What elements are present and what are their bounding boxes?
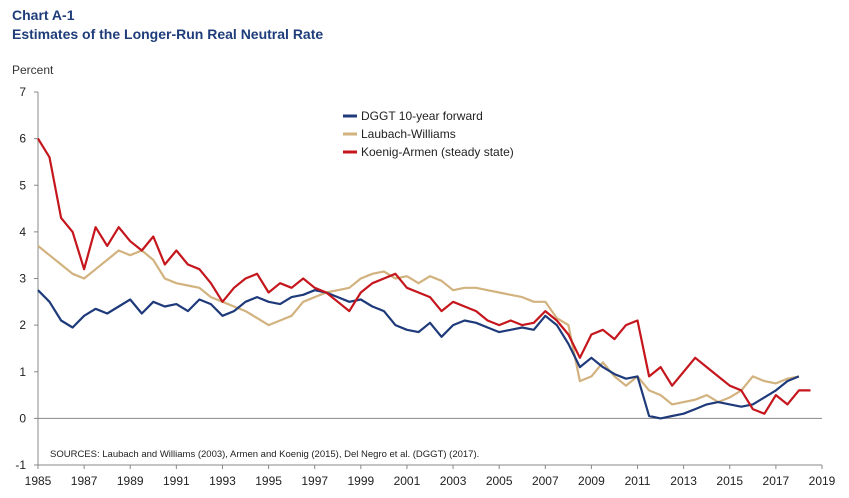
y-tick-label: 7 bbox=[19, 85, 26, 99]
series-line-2 bbox=[37, 138, 811, 415]
y-axis-unit-label: Percent bbox=[12, 63, 54, 77]
y-tick-label: 3 bbox=[19, 272, 26, 286]
x-tick-label: 1995 bbox=[255, 474, 282, 488]
x-tick-label: 2007 bbox=[532, 474, 559, 488]
x-tick-label: 2003 bbox=[440, 474, 467, 488]
legend: DGGT 10-year forward Laubach-Williams Koen… bbox=[343, 109, 514, 159]
y-tick-label: 5 bbox=[19, 178, 26, 192]
x-tick-label: 2001 bbox=[394, 474, 421, 488]
x-tick-label: 2019 bbox=[809, 474, 836, 488]
y-tick-label: -1 bbox=[15, 458, 26, 472]
legend-label: Laubach-Williams bbox=[361, 127, 456, 141]
x-tick-label: 2009 bbox=[578, 474, 605, 488]
x-tick-label: 2017 bbox=[763, 474, 790, 488]
x-tick-label: 2013 bbox=[670, 474, 697, 488]
y-tick-label: 6 bbox=[19, 132, 26, 146]
series-line-0 bbox=[37, 289, 800, 420]
source-note: SOURCES: Laubach and Williams (2003), Ar… bbox=[50, 449, 479, 460]
series-line-1 bbox=[37, 245, 800, 406]
x-tick-label: 1987 bbox=[71, 474, 98, 488]
x-tick-label: 1985 bbox=[25, 474, 52, 488]
x-tick-label: 2005 bbox=[486, 474, 513, 488]
chart-subtitle: Estimates of the Longer-Run Real Neutral… bbox=[12, 26, 324, 42]
x-tick-label: 1999 bbox=[347, 474, 374, 488]
x-tick-label: 1993 bbox=[209, 474, 236, 488]
x-tick-label: 1989 bbox=[117, 474, 144, 488]
y-tick-label: 2 bbox=[19, 318, 26, 332]
x-tick-label: 1997 bbox=[301, 474, 328, 488]
legend-label: Koenig-Armen (steady state) bbox=[361, 145, 514, 159]
y-tick-label: 4 bbox=[19, 225, 26, 239]
legend-label: DGGT 10-year forward bbox=[361, 109, 483, 123]
chart-title: Chart A-1 bbox=[12, 7, 75, 23]
x-tick-label: 2011 bbox=[625, 474, 651, 488]
series-lines bbox=[37, 138, 811, 420]
x-tick-label: 2015 bbox=[716, 474, 743, 488]
y-tick-label: 1 bbox=[19, 365, 26, 379]
axes: -1 0 1 2 3 4 5 6 7 1985 1987 1989 1991 1993 1995 1997 19… bbox=[15, 85, 835, 488]
x-tick-label: 1991 bbox=[163, 474, 190, 488]
y-tick-label: 0 bbox=[19, 411, 26, 425]
